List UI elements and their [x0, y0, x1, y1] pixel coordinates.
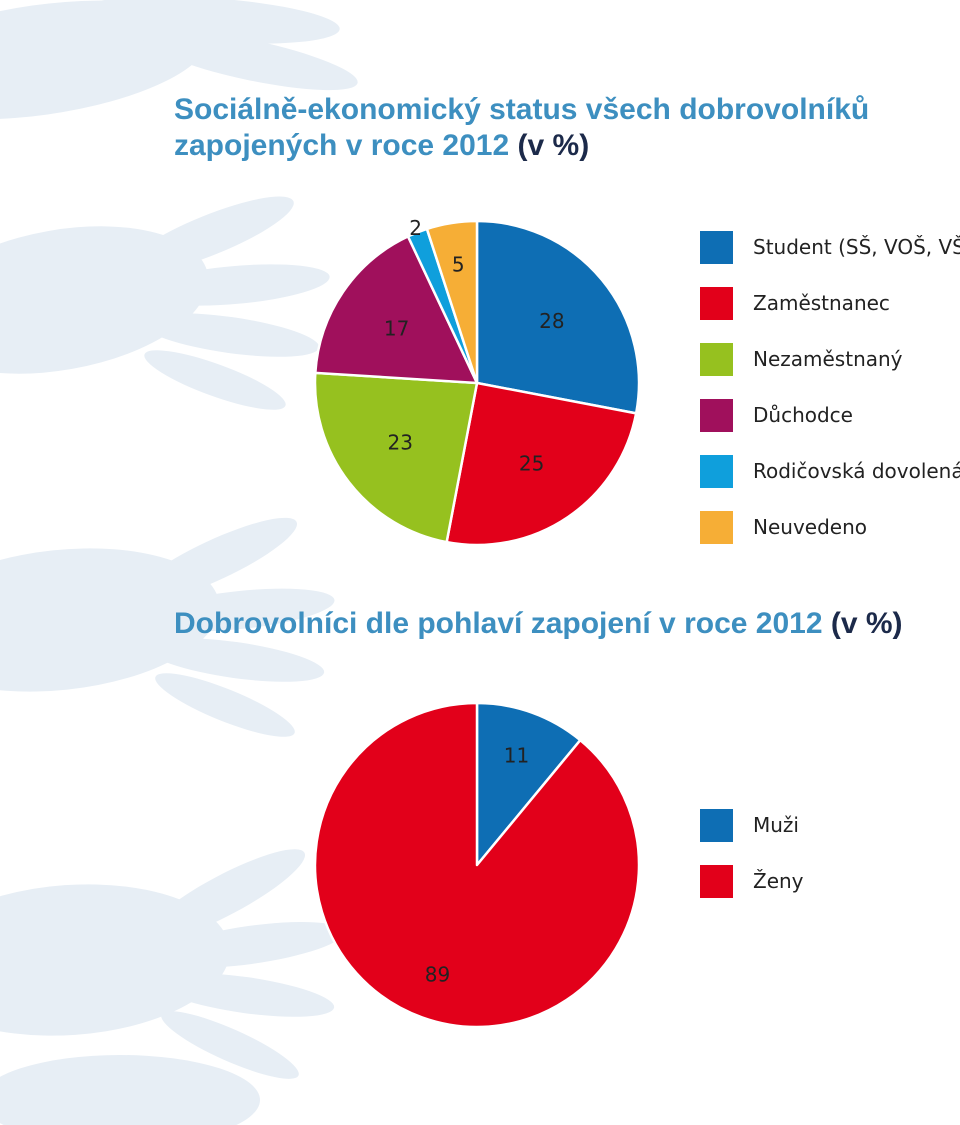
- legend-swatch: [700, 454, 733, 488]
- pie-slice-nezamestnany: [313, 371, 479, 544]
- legend-item-muzi: Muži: [700, 808, 804, 842]
- chart-title-gender: Dobrovolníci dle pohlaví zapojení v roce…: [174, 606, 934, 642]
- pie-chart-gender: 11 89: [313, 701, 641, 1029]
- legend-label: Student (SŠ, VOŠ, VŠ): [753, 235, 960, 259]
- data-label-student-ss-vos-vs: 28: [539, 309, 564, 333]
- legend-swatch: [700, 864, 733, 898]
- pie-slice-muzi: [475, 701, 582, 867]
- pie-slice-zamestnanec: [445, 381, 638, 547]
- legend-swatch: [700, 342, 733, 376]
- legend-label: Neuvedeno: [753, 515, 867, 539]
- legend-swatch: [700, 808, 733, 842]
- legend-label: Rodičovská dovolená: [753, 459, 960, 483]
- legend-gender: Muži Ženy: [700, 808, 804, 920]
- legend-item-neuvedeno: Neuvedeno: [700, 510, 960, 544]
- legend-label: Zaměstnanec: [753, 291, 890, 315]
- pie-slice-duchodce: [314, 235, 479, 385]
- title-unit: (v %): [830, 607, 903, 640]
- legend-item-rodicovska-dovolena: Rodičovská dovolená: [700, 454, 960, 488]
- legend-label: Důchodce: [753, 403, 853, 427]
- legend-item-duchodce: Důchodce: [700, 398, 960, 432]
- legend-label: Nezaměstnaný: [753, 347, 903, 371]
- pie-slice-neuvedeno: [425, 219, 479, 385]
- legend-item-zeny: Ženy: [700, 864, 804, 898]
- legend-label: Ženy: [753, 869, 804, 893]
- pie-slice-zeny: [313, 701, 641, 1029]
- legend-swatch: [700, 398, 733, 432]
- data-label-neuvedeno: 5: [452, 253, 465, 277]
- legend-swatch: [700, 286, 733, 320]
- chart-title-socioeconomic: Sociálně-ekonomický status všech dobrovo…: [174, 92, 934, 164]
- legend-swatch: [700, 510, 733, 544]
- data-label-zamestnanec: 25: [519, 451, 544, 475]
- title-unit: (v %): [517, 129, 590, 162]
- pie-slice-student-ss-vos-vs: [475, 219, 641, 415]
- legend-label: Muži: [753, 813, 799, 837]
- data-label-duchodce: 17: [384, 316, 409, 340]
- legend-item-zamestnanec: Zaměstnanec: [700, 286, 960, 320]
- data-label-nezamestnany: 23: [387, 431, 412, 455]
- legend-socioeconomic: Student (SŠ, VOŠ, VŠ) Zaměstnanec Nezaměst…: [700, 230, 960, 566]
- data-label-zeny: 89: [425, 963, 450, 987]
- data-label-muzi: 11: [504, 743, 529, 767]
- legend-item-student-ss-vos-vs: Student (SŠ, VOŠ, VŠ): [700, 230, 960, 264]
- title-text: Dobrovolníci dle pohlaví zapojení v roce…: [174, 607, 823, 640]
- legend-item-nezamestnany: Nezaměstnaný: [700, 342, 960, 376]
- data-label-rodicovska-dovolena: 2: [409, 216, 422, 240]
- legend-swatch: [700, 230, 733, 264]
- title-text: Sociálně-ekonomický status všech dobrovo…: [174, 93, 870, 162]
